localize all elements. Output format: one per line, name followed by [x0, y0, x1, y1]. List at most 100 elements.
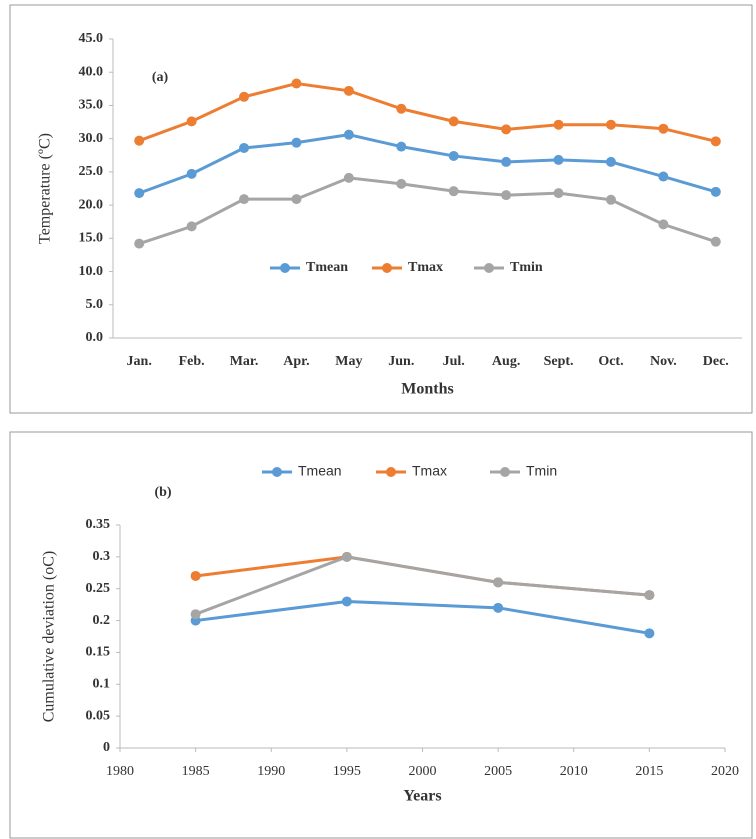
- series-marker: [501, 156, 512, 167]
- x-tick-label: 1980: [106, 764, 134, 779]
- y-tick-label: 15.0: [79, 231, 104, 246]
- series-marker: [186, 221, 197, 232]
- y-tick-label: 40.0: [79, 64, 104, 79]
- series-marker: [239, 91, 250, 102]
- annotation: (a): [152, 70, 169, 85]
- series-marker: [710, 136, 721, 147]
- series-marker: [501, 124, 512, 135]
- series-marker: [396, 178, 407, 189]
- y-tick-label: 45.0: [79, 31, 104, 46]
- series-marker: [605, 119, 616, 130]
- y-tick-label: 0.05: [86, 708, 111, 723]
- y-tick-label: 0.1: [93, 677, 111, 692]
- series-marker: [710, 236, 721, 247]
- panel-frame: [9, 431, 753, 839]
- series-marker: [343, 172, 354, 183]
- y-tick-label: 0.3: [93, 549, 111, 564]
- series-line: [138, 81, 717, 143]
- series-marker: [396, 141, 407, 152]
- x-tick-label: 2005: [484, 764, 512, 779]
- y-tick-label: 10.0: [79, 264, 104, 279]
- legend-label: Tmean: [298, 463, 342, 479]
- x-tick-label: Sept.: [544, 354, 574, 369]
- x-tick-label: Apr.: [283, 354, 309, 369]
- x-axis-title: Months: [401, 381, 453, 398]
- series-marker: [134, 238, 145, 249]
- panel-frame: [9, 4, 753, 414]
- series-line: [138, 176, 717, 246]
- y-tick-label: 20.0: [79, 197, 104, 212]
- x-tick-label: Jul.: [443, 354, 465, 369]
- annotation: (b): [154, 485, 171, 500]
- legend-marker: [382, 263, 392, 273]
- series-marker: [553, 188, 564, 199]
- series-marker: [343, 85, 354, 96]
- series-marker: [239, 142, 250, 153]
- x-tick-label: 1985: [182, 764, 210, 779]
- x-tick-label: 2015: [635, 764, 663, 779]
- series-marker: [186, 116, 197, 127]
- y-tick-label: 35.0: [79, 98, 104, 113]
- series-marker: [291, 137, 302, 148]
- series-marker: [134, 135, 145, 146]
- y-tick-label: 25.0: [79, 164, 104, 179]
- series-marker: [658, 171, 669, 182]
- x-tick-label: 2010: [560, 764, 588, 779]
- legend-marker: [280, 263, 290, 273]
- x-tick-label: Jun.: [388, 354, 414, 369]
- x-tick-label: Dec.: [703, 354, 729, 369]
- series-marker: [448, 150, 459, 161]
- legend-marker: [500, 467, 510, 477]
- series-marker: [448, 116, 459, 127]
- legend-label: Tmin: [510, 260, 543, 275]
- series-marker: [644, 590, 655, 601]
- series-line: [195, 555, 650, 616]
- series-marker: [186, 168, 197, 179]
- series-line: [138, 133, 717, 195]
- series-marker: [605, 156, 616, 167]
- y-axis-title: Cumulative deviation (oC): [41, 551, 58, 723]
- x-tick-label: 1990: [257, 764, 285, 779]
- legend-label: Tmin: [526, 463, 557, 479]
- x-tick-label: 1995: [333, 764, 361, 779]
- series-marker: [190, 609, 201, 620]
- legend-label: Tmean: [306, 260, 348, 275]
- series-marker: [493, 577, 504, 588]
- series-marker: [396, 103, 407, 114]
- series-line: [195, 599, 650, 635]
- series-marker: [501, 190, 512, 201]
- y-tick-label: 0.35: [86, 517, 111, 532]
- series-marker: [658, 123, 669, 134]
- series-marker: [291, 78, 302, 89]
- y-axis-title: Temperature (ºC): [37, 133, 54, 244]
- legend-marker: [386, 467, 396, 477]
- series-marker: [553, 154, 564, 165]
- series-marker: [493, 602, 504, 613]
- y-tick-label: 0.25: [86, 581, 111, 596]
- y-tick-label: 30.0: [79, 131, 104, 146]
- x-tick-label: May: [335, 354, 362, 369]
- x-tick-label: 2020: [711, 764, 739, 779]
- x-tick-label: Aug.: [492, 354, 520, 369]
- legend-marker: [484, 263, 494, 273]
- y-tick-label: 0.15: [86, 645, 111, 660]
- series-marker: [291, 194, 302, 205]
- y-tick-label: 5.0: [86, 297, 104, 312]
- x-tick-label: Mar.: [230, 354, 259, 369]
- series-marker: [190, 570, 201, 581]
- series-marker: [448, 186, 459, 197]
- y-tick-label: 0.0: [86, 330, 104, 345]
- x-tick-label: Feb.: [179, 354, 205, 369]
- y-tick-label: 0: [103, 740, 110, 755]
- x-tick-label: Oct.: [598, 354, 623, 369]
- x-axis-title: Years: [403, 788, 441, 805]
- x-tick-label: Jan.: [127, 354, 152, 369]
- series-marker: [710, 186, 721, 197]
- series-marker: [644, 628, 655, 639]
- series-marker: [134, 188, 145, 199]
- x-tick-label: Nov.: [650, 354, 677, 369]
- x-tick-label: 2000: [409, 764, 437, 779]
- legend-label: Tmax: [412, 463, 447, 479]
- series-marker: [658, 219, 669, 230]
